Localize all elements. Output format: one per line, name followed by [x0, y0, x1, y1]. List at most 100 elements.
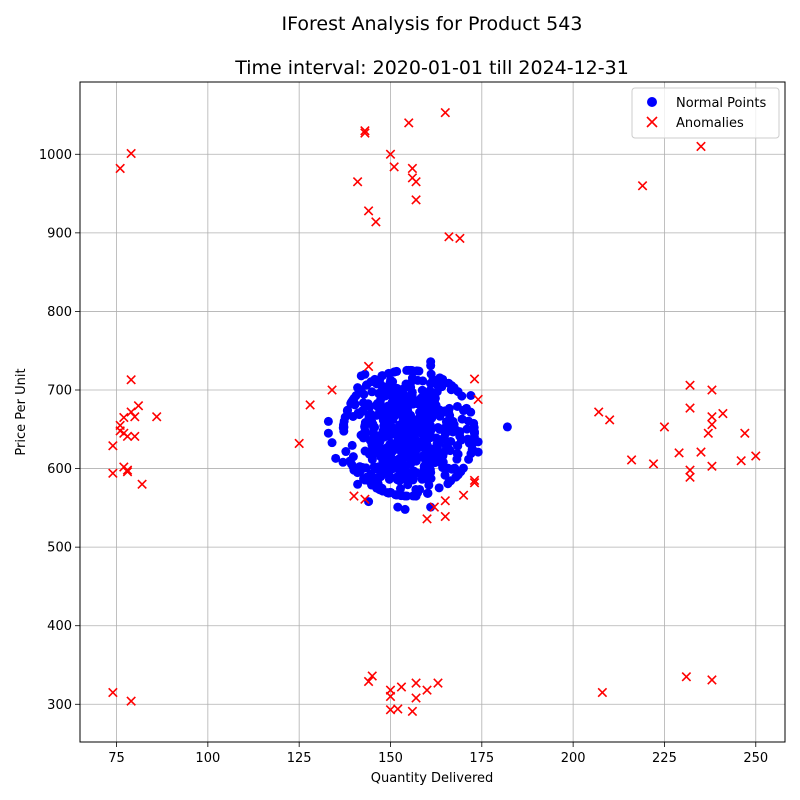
normal-point [411, 491, 421, 501]
axis-ticks: 75 100 125 150 175 200 225 250 300 400 500 600 700 80… [39, 148, 768, 766]
normal-point [385, 487, 395, 497]
anomaly-point [707, 675, 717, 685]
anomaly-point [327, 385, 337, 395]
normal-point [388, 377, 398, 387]
normal-point [350, 399, 360, 409]
normal-point [453, 387, 463, 397]
normal-point [341, 447, 351, 457]
normal-point [353, 479, 363, 489]
normal-point [345, 456, 355, 466]
anomaly-point [126, 148, 136, 159]
anomaly-point [707, 385, 717, 395]
normal-point [456, 435, 466, 445]
anomaly-point [137, 479, 147, 490]
anomaly-point [707, 411, 717, 422]
normal-point [426, 369, 436, 379]
anomaly-point [294, 438, 304, 449]
anomaly-point [473, 394, 483, 405]
normal-point [386, 390, 396, 400]
anomaly-point [363, 676, 374, 687]
normal-point [323, 428, 333, 438]
normal-point [440, 470, 450, 480]
normal-point [387, 459, 397, 469]
anomaly-point [707, 419, 717, 430]
normal-point [448, 427, 458, 437]
normal-point [367, 387, 377, 397]
normal-point [464, 454, 474, 464]
legend-anomaly-marker [646, 116, 658, 128]
normal-point [339, 422, 349, 432]
chart-title: IForest Analysis for Product 543 [282, 13, 583, 35]
normal-point [390, 425, 400, 435]
normal-point [406, 410, 416, 420]
normal-point [375, 483, 385, 493]
normal-point [413, 443, 423, 453]
anomaly-point [396, 682, 407, 692]
normal-point [394, 465, 404, 475]
anomaly-point [411, 177, 421, 187]
normal-point [404, 396, 414, 406]
normal-point [347, 440, 357, 450]
normal-point [469, 418, 479, 428]
anomaly-point [718, 408, 728, 419]
normal-point [338, 457, 348, 467]
normal-point [368, 428, 378, 438]
normal-point [375, 397, 385, 407]
normal-point [458, 463, 468, 473]
normal-point [435, 373, 445, 383]
normal-point [375, 437, 385, 447]
anomaly-point [685, 465, 695, 475]
anomaly-point [604, 415, 615, 425]
normal-point [362, 380, 372, 390]
normal-point [323, 416, 333, 426]
anomaly-point [411, 693, 421, 703]
normal-point [386, 414, 396, 424]
normal-point [449, 420, 459, 430]
normal-point [457, 414, 467, 424]
normal-point [349, 465, 359, 475]
normal-point [402, 433, 412, 443]
normal-point [420, 393, 430, 403]
legend-normal-label: Normal Points [676, 96, 766, 111]
x-tick-label: 150 [378, 751, 403, 766]
anomaly-point [371, 217, 381, 227]
normal-point [378, 412, 388, 422]
anomaly-point [407, 163, 418, 174]
normal-point [427, 402, 437, 412]
y-tick-label: 300 [47, 698, 72, 713]
anomaly-point [469, 374, 480, 384]
normal-point [353, 383, 363, 393]
normal-point [368, 449, 378, 459]
anomaly-point [648, 459, 659, 469]
anomaly-point [458, 490, 469, 501]
plot-area-frame [79, 81, 786, 743]
anomaly-point [352, 177, 363, 187]
anomaly-point [440, 107, 451, 118]
normal-point [327, 438, 337, 448]
normal-point [377, 371, 387, 381]
normal-point [466, 391, 476, 400]
plot-points [108, 107, 761, 717]
grid [80, 82, 785, 742]
normal-point [462, 424, 472, 434]
legend: Normal Points Anomalies [631, 87, 780, 139]
y-tick-label: 1000 [39, 148, 72, 163]
anomaly-point [674, 448, 684, 458]
anomaly-point [696, 447, 706, 457]
anomaly-point [363, 206, 374, 216]
anomaly-point [130, 431, 140, 442]
normal-point [444, 378, 454, 388]
anomaly-point [626, 455, 637, 465]
anomaly-point [751, 451, 761, 461]
anomaly-point [703, 428, 714, 438]
y-tick-label: 400 [47, 619, 72, 634]
normal-point [439, 447, 449, 457]
normal-point [411, 484, 421, 494]
anomaly-point [440, 511, 451, 522]
normal-point [356, 371, 366, 381]
normal-point [429, 409, 439, 419]
anomaly-point [422, 685, 432, 695]
y-tick-label: 800 [47, 305, 72, 320]
normal-point [383, 401, 393, 411]
